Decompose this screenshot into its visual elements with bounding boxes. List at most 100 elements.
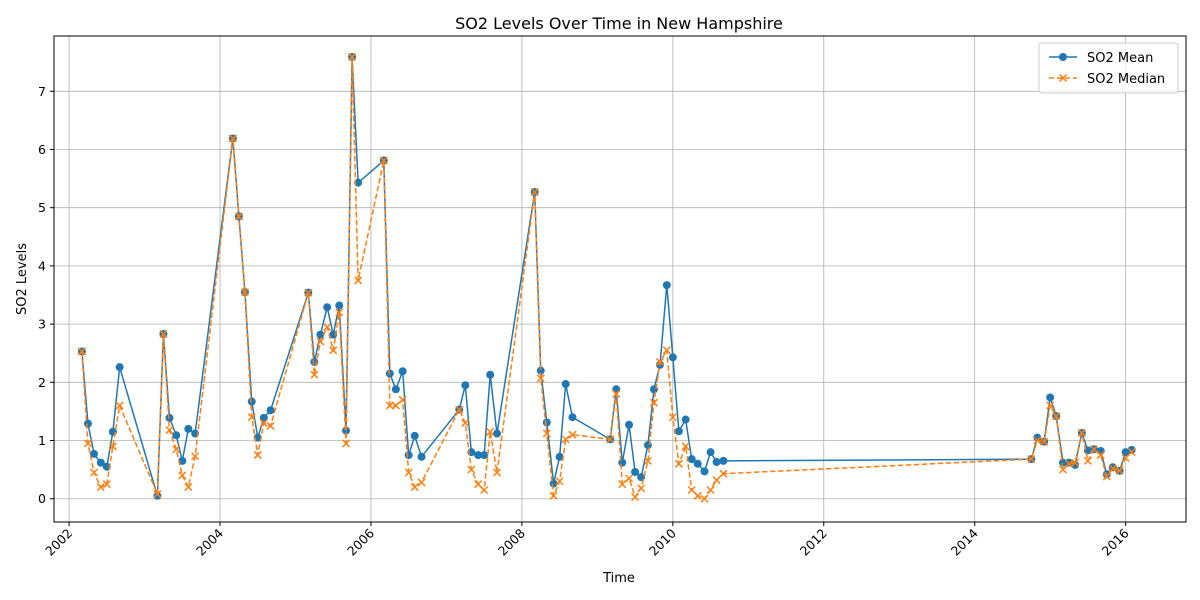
- so2-median-point: [89, 468, 99, 477]
- so2-median-point: [1108, 464, 1117, 473]
- so2-median-point: [184, 483, 193, 492]
- so2-median-point: [342, 439, 351, 448]
- so2-median-point: [1102, 472, 1111, 481]
- so2-median-point: [542, 429, 551, 438]
- so2-median-point: [618, 480, 627, 489]
- so2-median-point: [1058, 465, 1068, 474]
- so2-mean-point: [693, 459, 702, 468]
- so2-median-point: [385, 401, 394, 410]
- so2-median-point: [1071, 458, 1080, 467]
- so2-median-point: [1077, 428, 1086, 437]
- so2-mean-point: [83, 419, 92, 428]
- so2-median-point: [83, 439, 92, 448]
- so2-mean-point: [391, 385, 400, 394]
- so2-median-point: [612, 389, 621, 398]
- so2-median-point: [693, 491, 702, 500]
- so2-median-point: [467, 465, 476, 474]
- so2-mean-point: [1065, 458, 1074, 467]
- legend: SO2 Mean SO2 Median: [1038, 42, 1179, 94]
- legend-median-marker: [1058, 73, 1068, 83]
- y-tick-label: 5: [38, 200, 46, 215]
- so2-mean-point: [643, 441, 652, 450]
- so2-mean-point: [329, 330, 338, 339]
- so2-median-point: [354, 276, 363, 285]
- so2-mean-point: [712, 458, 721, 467]
- so2-mean-point: [398, 367, 407, 376]
- so2-median-point: [492, 468, 502, 477]
- so2-median-point: [165, 426, 174, 435]
- legend-median-label: SO2 Median: [1087, 72, 1165, 87]
- so2-median-point: [555, 477, 564, 486]
- legend-mean-marker: [1059, 53, 1067, 61]
- so2-median-point: [115, 401, 124, 410]
- so2-median-point: [153, 490, 162, 499]
- so2-median-point: [398, 395, 407, 404]
- so2-median-point: [662, 346, 671, 355]
- so2-median-point: [655, 357, 665, 366]
- so2-mean-point: [404, 451, 413, 460]
- series-layer: [77, 52, 1136, 503]
- so2-mean-point: [668, 353, 677, 362]
- so2-mean-point: [549, 479, 558, 488]
- so2-median-point: [108, 442, 117, 451]
- so2-mean-point: [542, 418, 551, 427]
- so2-median-point: [530, 187, 539, 197]
- so2-mean-point: [1121, 448, 1130, 457]
- so2-median-point: [700, 494, 709, 503]
- y-tick-label: 7: [38, 84, 46, 99]
- so2-median-point: [266, 421, 275, 430]
- so2-mean-point: [184, 424, 193, 433]
- so2-median-point: [253, 451, 262, 460]
- so2-mean-point: [687, 455, 696, 464]
- so2-mean-point: [700, 467, 709, 476]
- so2-mean-point: [1096, 446, 1105, 455]
- so2-mean-point: [461, 381, 470, 390]
- so2-mean-point: [681, 415, 690, 424]
- so2-median-point: [486, 427, 495, 436]
- so2-median-point: [668, 413, 677, 422]
- so2-mean-point: [172, 431, 181, 440]
- so2-median-point: [417, 478, 426, 487]
- chart-title: SO2 Levels Over Time in New Hampshire: [455, 14, 783, 33]
- so2-median-point: [706, 485, 715, 495]
- so2-mean-point: [625, 420, 634, 429]
- so2-mean-point: [631, 467, 640, 476]
- so2-mean-point: [555, 452, 564, 461]
- so2-median-point: [310, 370, 319, 379]
- so2-mean-point: [342, 426, 351, 435]
- so2-median-point: [228, 134, 237, 143]
- y-tick-label: 3: [38, 317, 46, 332]
- so2-median-point: [561, 435, 570, 444]
- so2-mean-point: [165, 413, 174, 422]
- y-tick-label: 4: [38, 258, 46, 273]
- so2-mean-point: [1127, 445, 1136, 454]
- so2-median-point: [1046, 401, 1055, 410]
- so2-mean-point: [568, 413, 577, 422]
- so2-mean-point: [536, 366, 545, 375]
- so2-median-point: [549, 491, 558, 500]
- so2-median-point: [1121, 453, 1130, 463]
- so2-mean-point: [316, 330, 325, 339]
- so2-mean-point: [492, 429, 501, 438]
- so2-mean-point: [335, 301, 344, 310]
- so2-mean-point: [480, 451, 489, 460]
- so2-mean-point: [96, 458, 105, 467]
- so2-median-point: [77, 347, 86, 356]
- so2-median-series: [77, 52, 1136, 503]
- so2-median-point: [455, 405, 464, 414]
- so2-median-point: [480, 485, 489, 495]
- y-tick-label: 1: [38, 433, 46, 448]
- so2-median-point: [536, 374, 545, 383]
- y-tick-label: 2: [38, 375, 46, 390]
- legend-box: [1038, 42, 1179, 94]
- so2-median-point: [625, 474, 634, 483]
- so2-median-point: [1096, 451, 1105, 460]
- so2-mean-point: [259, 413, 268, 422]
- so2-median-point: [1089, 445, 1098, 454]
- so2-median-point: [606, 435, 615, 444]
- so2-median-point: [172, 445, 181, 454]
- so2-median-point: [348, 52, 357, 61]
- so2-mean-point: [474, 451, 483, 460]
- so2-mean-point: [417, 452, 426, 461]
